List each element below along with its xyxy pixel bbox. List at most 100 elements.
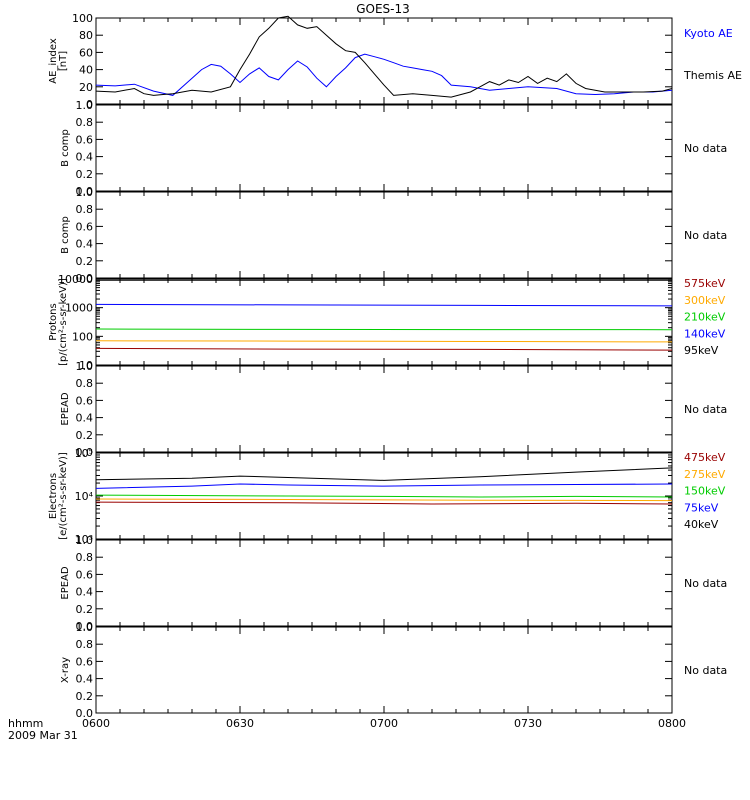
y-tick-label: 40 [79, 64, 93, 77]
panel-4: 10 100 1000 10000 Protons [p/(cm²-s-sr-keV)] 5… [48, 273, 726, 372]
legend-entry: 275keV [684, 468, 726, 481]
panel-frame [95, 104, 673, 192]
y-tick-label: 80 [79, 29, 93, 42]
series-140kev [95, 303, 673, 307]
legend-entry: 75keV [684, 501, 719, 514]
y-tick-label: 0.2 [76, 168, 94, 181]
y-axis-label: B comp [60, 216, 71, 254]
y-axis-label: AE_index [48, 38, 59, 84]
legend-entry: 210keV [684, 311, 726, 324]
panel-1: 0 20 40 60 80 100 AE_index [nT] Kyoto AE Themis A… [48, 12, 742, 111]
y-tick-label: 1.0 [76, 534, 94, 547]
y-tick-label: 0.6 [76, 394, 94, 407]
y-tick-label: 10 [79, 359, 93, 372]
y-tick-label: 0.4 [76, 673, 94, 686]
panels-group: 0 20 40 60 80 100 AE_index [nT] Kyoto AE Themis A… [48, 12, 742, 720]
y-tick-label: 0.0 [76, 446, 94, 459]
y-axis-label: EPEAD [60, 392, 71, 426]
y-axis-label: Electrons [48, 473, 59, 519]
y-tick-label: 10000 [58, 273, 93, 286]
y-tick-label: 0.6 [76, 220, 94, 233]
y-tick-label: 10⁵ [75, 447, 93, 460]
legend-entry: 140keV [684, 327, 726, 340]
series-475kev [95, 501, 673, 505]
y-axis-label: Protons [48, 303, 59, 340]
series-kyoto-ae [95, 53, 673, 96]
y-tick-label: 1.0 [76, 360, 94, 373]
y-axis-label: X-ray [60, 657, 71, 683]
panel-2: 0.0 0.2 0.4 0.6 0.8 1.0 B comp No data [60, 99, 727, 198]
no-data-label: No data [684, 664, 727, 677]
y-tick-label: 1.0 [76, 186, 94, 199]
y-tick-label: 0.6 [76, 133, 94, 146]
series-75kev [95, 483, 673, 489]
y-tick-label: 100 [72, 330, 93, 343]
y-tick-label: 0.8 [76, 638, 94, 651]
no-data-label: No data [684, 577, 727, 590]
y-tick-label: 60 [79, 46, 93, 59]
y-tick-label: 0.8 [76, 203, 94, 216]
panel-3: 0.0 0.2 0.4 0.6 0.8 1.0 B comp No data [60, 186, 727, 285]
y-axis-label: EPEAD [60, 566, 71, 600]
panel-7: 0.0 0.2 0.4 0.6 0.8 1.0 EPEAD No data [60, 534, 727, 633]
date-label: 2009 Mar 31 [8, 729, 78, 742]
y-axis-label: [e/(cm²-s-sr-keV)] [58, 452, 69, 540]
y-tick-label: 10³ [75, 533, 93, 546]
y-tick-label: 0.2 [76, 255, 94, 268]
x-tick-label: 0700 [370, 717, 398, 730]
series-300kev [95, 340, 673, 343]
legend-entry: 95keV [684, 344, 719, 357]
y-tick-label: 20 [79, 81, 93, 94]
panel-frame [95, 365, 673, 453]
legend-entry: Kyoto AE [684, 27, 733, 40]
y-tick-label: 0.4 [76, 238, 94, 251]
y-tick-label: 1.0 [76, 621, 94, 634]
x-tick-label: 0600 [82, 717, 110, 730]
series-150kev [95, 494, 673, 498]
y-tick-label: 0.0 [76, 185, 94, 198]
y-tick-label: 0.0 [76, 620, 94, 633]
panel-frame [95, 626, 673, 714]
x-tick-label: 0730 [514, 717, 542, 730]
no-data-label: No data [684, 142, 727, 155]
y-tick-label: 0.6 [76, 655, 94, 668]
y-tick-label: 0.0 [76, 707, 94, 720]
series-40kev [95, 467, 673, 481]
y-tick-label: 0.4 [76, 412, 94, 425]
no-data-label: No data [684, 229, 727, 242]
y-tick-label: 0.2 [76, 429, 94, 442]
panel-5: 0.0 0.2 0.4 0.6 0.8 1.0 EPEAD No data [60, 360, 727, 459]
y-tick-label: 0.4 [76, 586, 94, 599]
y-axis-label: [p/(cm²-s-sr-keV)] [58, 278, 69, 366]
y-tick-label: 0.6 [76, 568, 94, 581]
x-tick-label: 0630 [226, 717, 254, 730]
y-tick-label: 0.4 [76, 151, 94, 164]
series-275kev [95, 498, 673, 502]
time-unit-label: hhmm [8, 717, 43, 730]
panel-8: 0.0 0.2 0.4 0.6 0.8 1.0 X-ray No data [60, 621, 727, 720]
y-tick-label: 0.2 [76, 603, 94, 616]
y-tick-label: 10⁴ [75, 490, 94, 503]
y-tick-label: 0 [86, 98, 93, 111]
chart-title: GOES-13 [356, 2, 410, 16]
series-210kev [95, 328, 673, 331]
legend-entry: 575keV [684, 277, 726, 290]
panel-frame [95, 17, 673, 105]
y-tick-label: 0.8 [76, 377, 94, 390]
y-tick-label: 1000 [65, 302, 93, 315]
panel-frame [95, 278, 673, 366]
series-themis-ae [95, 15, 673, 98]
y-tick-label: 0.0 [76, 272, 94, 285]
y-axis-label: [nT] [58, 51, 69, 71]
y-tick-label: 0.8 [76, 116, 94, 129]
legend-entry: 475keV [684, 451, 726, 464]
panel-frame [95, 539, 673, 627]
legend-entry: 300keV [684, 294, 726, 307]
y-axis-label: B comp [60, 129, 71, 167]
y-tick-label: 100 [72, 12, 93, 25]
panel-frame [95, 191, 673, 279]
legend-entry: 150keV [684, 485, 726, 498]
legend-entry: 40keV [684, 518, 719, 531]
series-575kev [95, 347, 673, 351]
